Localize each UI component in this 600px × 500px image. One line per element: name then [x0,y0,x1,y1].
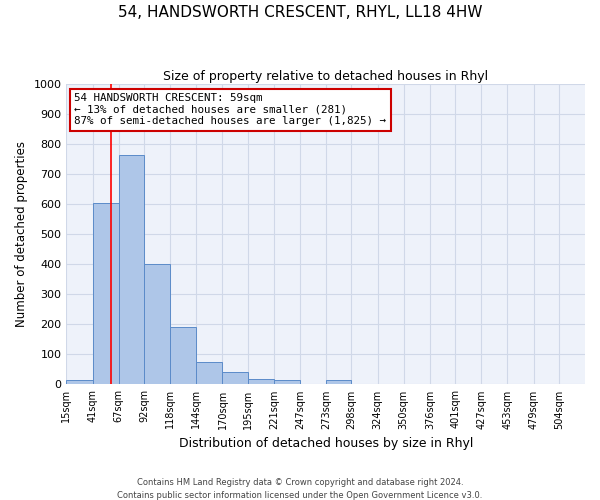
Bar [170,328,196,384]
Bar [274,380,300,384]
Y-axis label: Number of detached properties: Number of detached properties [15,142,28,328]
Bar [248,379,274,384]
X-axis label: Distribution of detached houses by size in Rhyl: Distribution of detached houses by size … [179,437,473,450]
Bar [144,264,170,384]
Title: Size of property relative to detached houses in Rhyl: Size of property relative to detached ho… [163,70,488,83]
Bar [223,372,248,384]
Text: 54, HANDSWORTH CRESCENT, RHYL, LL18 4HW: 54, HANDSWORTH CRESCENT, RHYL, LL18 4HW [118,5,482,20]
Bar [67,380,92,384]
Bar [196,362,223,384]
Text: Contains HM Land Registry data © Crown copyright and database right 2024.
Contai: Contains HM Land Registry data © Crown c… [118,478,482,500]
Bar [326,380,352,384]
Text: 54 HANDSWORTH CRESCENT: 59sqm
← 13% of detached houses are smaller (281)
87% of : 54 HANDSWORTH CRESCENT: 59sqm ← 13% of d… [74,93,386,126]
Bar [92,203,119,384]
Bar [119,154,144,384]
